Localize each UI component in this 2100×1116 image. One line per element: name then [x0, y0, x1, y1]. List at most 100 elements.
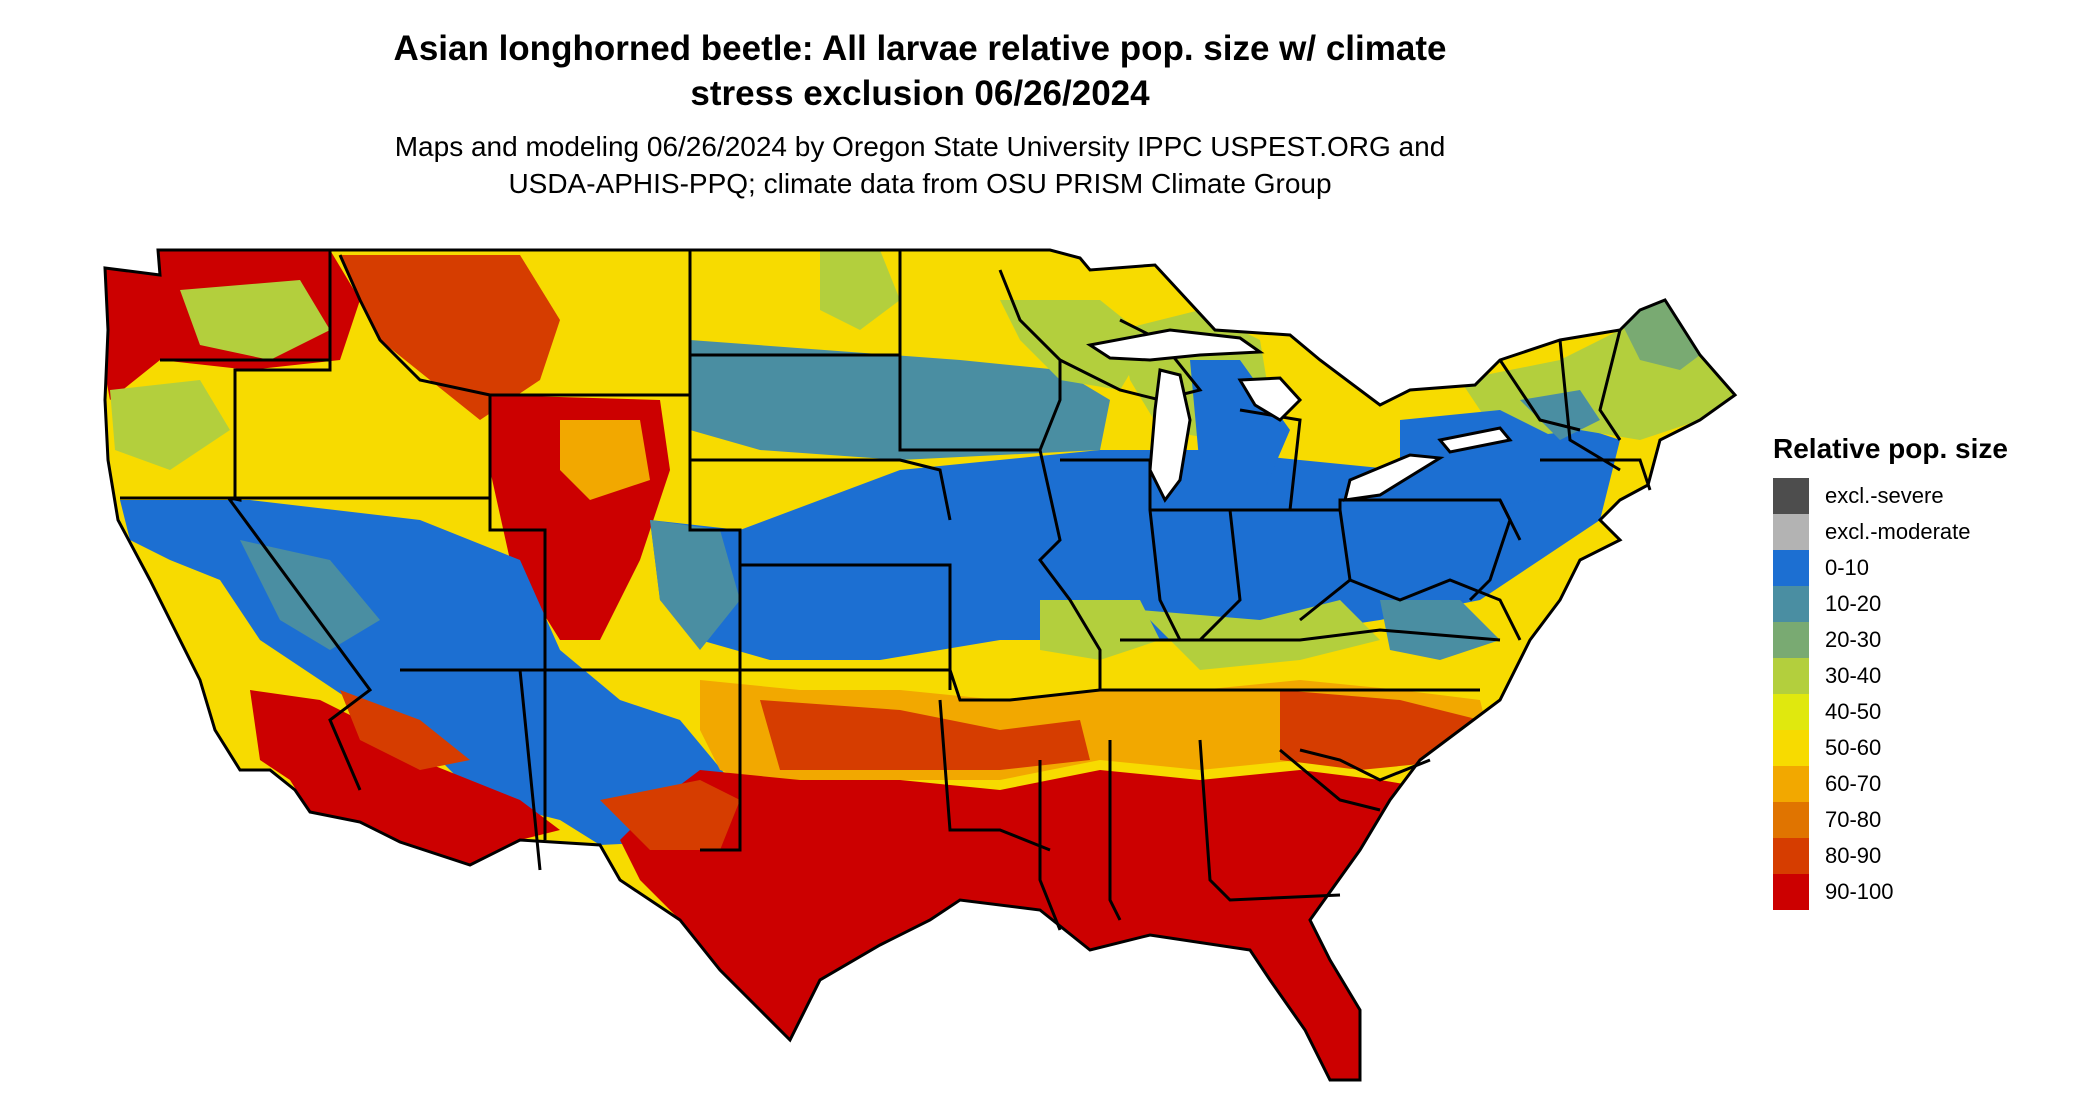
border-al-ga [1198, 739, 1341, 902]
border-nv-stub [229, 496, 242, 502]
legend-label: excl.-moderate [1825, 519, 1971, 544]
legend-swatch [1773, 514, 1809, 550]
legend-swatch [1773, 874, 1809, 910]
zone-newyork-blue [1400, 410, 1560, 510]
legend-item: 80-90 [1773, 838, 2008, 874]
legend-label: 50-60 [1825, 735, 1882, 760]
border-or-id [120, 250, 332, 500]
zone-desert-red [250, 690, 560, 865]
zone-mojave-red [340, 690, 470, 770]
zone-kentucky-green [1140, 600, 1380, 670]
border-ut-az [488, 395, 547, 871]
legend-label: 10-20 [1825, 591, 1882, 616]
legend-items: excl.-severe excl.-moderate 0-10 10-20 20-30… [1773, 478, 2008, 910]
zone-nevada-teal [240, 540, 380, 650]
subtitle-line-1: Maps and modeling 06/26/2024 by Oregon S… [394, 131, 1446, 162]
legend-label: excl.-severe [1825, 483, 1944, 508]
subtitle-line-2: USDA-APHIS-PPQ; climate data from OSU PR… [508, 168, 1332, 199]
border-ga-sc [1279, 748, 1381, 812]
legend-swatch [1773, 730, 1809, 766]
map-title: Asian longhorned beetle: All larvae rela… [230, 26, 1610, 116]
border-tx-la [938, 699, 1051, 852]
border-ks-ok [740, 668, 1101, 702]
lake-erie [1343, 453, 1445, 502]
lake-huron [1237, 376, 1303, 422]
border-mi [1239, 408, 1302, 511]
zone-carolina-red [1280, 690, 1480, 770]
legend-swatch [1773, 838, 1809, 874]
zone-west-texas-red [600, 780, 740, 850]
legend-title: Relative pop. size [1773, 433, 2008, 464]
legend-label: 30-40 [1825, 663, 1882, 688]
legend-swatch [1773, 694, 1809, 730]
legend-swatch [1773, 550, 1809, 586]
border-me [1598, 329, 1622, 441]
border-ms-al [1108, 740, 1122, 921]
zone-oregon-green [110, 380, 230, 470]
zone-nd-green [820, 250, 900, 330]
border-in [1150, 508, 1242, 642]
border-nm-tx [700, 670, 742, 852]
zone-vermont-teal [1520, 390, 1600, 440]
lake-ontario [1437, 426, 1513, 454]
legend-label: 20-30 [1825, 627, 1882, 652]
border-sd-ne [690, 458, 952, 521]
zone-wyoming-orange [560, 420, 650, 500]
zone-virginia-teal [1380, 600, 1500, 660]
border-id-mt [338, 254, 491, 397]
legend: Relative pop. size excl.-severe excl.-mod… [1773, 433, 2008, 910]
legend-item: excl.-moderate [1773, 514, 2008, 550]
zone-minnesota-green [1000, 300, 1150, 390]
zone-montana-red [340, 255, 560, 420]
border-ky-va [1120, 628, 1501, 642]
legend-swatch [1773, 622, 1809, 658]
state-borders [103, 248, 1737, 1082]
legend-item: 90-100 [1773, 874, 2008, 910]
great-lakes [1086, 328, 1513, 503]
zone-maine-green [1620, 300, 1700, 370]
legend-swatch [1773, 802, 1809, 838]
border-nc-sc [1299, 748, 1431, 782]
legend-label: 80-90 [1825, 843, 1882, 868]
border-ia-mo [1038, 449, 1102, 690]
legend-item: 20-30 [1773, 622, 2008, 658]
border-wy-co [540, 250, 742, 672]
lake-michigan [1148, 368, 1192, 503]
legend-item: 50-60 [1773, 730, 2008, 766]
border-wv-va [1349, 578, 1522, 641]
legend-item: 40-50 [1773, 694, 2008, 730]
legend-label: 70-80 [1825, 807, 1882, 832]
legend-label: 0-10 [1825, 555, 1870, 580]
legend-item: 0-10 [1773, 550, 2008, 586]
border-ne-ks [740, 563, 952, 690]
zone-oklahoma-red [760, 700, 1090, 770]
legend-item: 10-20 [1773, 586, 2008, 622]
legend-item: 70-80 [1773, 802, 2008, 838]
border-oh [1230, 508, 1352, 622]
legend-item: excl.-severe [1773, 478, 2008, 514]
legend-item: 60-70 [1773, 766, 2008, 802]
map-subtitle: Maps and modeling 06/26/2024 by Oregon S… [230, 128, 1610, 202]
zone-missouri-green [1040, 600, 1160, 660]
border-mn [898, 269, 1062, 452]
zone-cascades-green [180, 280, 330, 360]
legend-label: 90-100 [1825, 879, 1894, 904]
border-ar-ms [1038, 760, 1062, 931]
border-ny-vt [1498, 359, 1581, 432]
border-ct-ri [1540, 458, 1652, 491]
zone-deep-south-red [620, 770, 1440, 1080]
legend-swatch [1773, 478, 1809, 514]
lake-superior [1086, 328, 1265, 362]
border-nj-md [1468, 499, 1512, 602]
legend-item: 30-40 [1773, 658, 2008, 694]
legend-swatch [1773, 658, 1809, 694]
legend-label: 40-50 [1825, 699, 1882, 724]
title-line-1: Asian longhorned beetle: All larvae rela… [393, 29, 1447, 68]
zone-colorado-teal [650, 520, 740, 650]
legend-label: 60-70 [1825, 771, 1882, 796]
title-line-2: stress exclusion 06/26/2024 [690, 74, 1150, 113]
legend-swatch [1773, 586, 1809, 622]
border-az-nm [400, 668, 547, 840]
legend-swatch [1773, 766, 1809, 802]
